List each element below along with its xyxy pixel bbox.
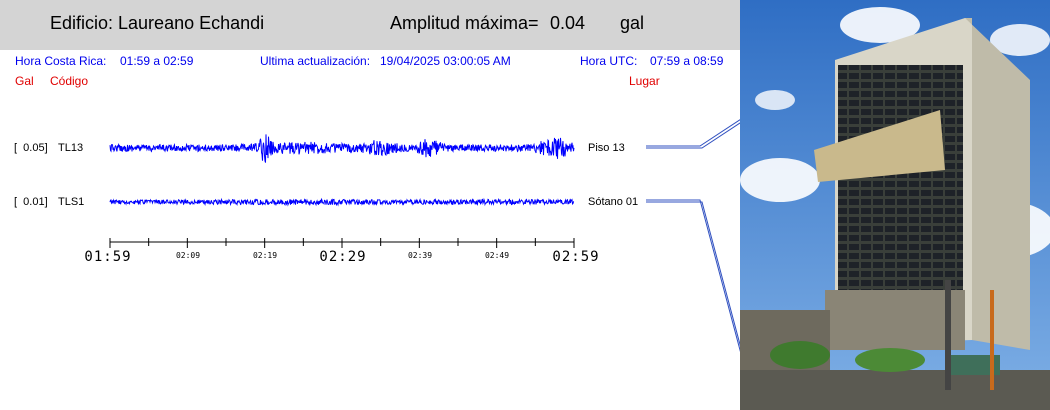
seismic-trace-tls1 xyxy=(109,197,575,207)
time-tick-label: 02:09 xyxy=(175,251,201,260)
channel-code: TLS1 xyxy=(58,196,85,208)
utc-time-label: Hora UTC: xyxy=(580,54,638,68)
place-column-header: Lugar xyxy=(629,74,660,88)
channel-place: Piso 13 xyxy=(588,142,625,154)
time-tick-label: 02:19 xyxy=(252,251,278,260)
time-tick-label: 01:59 xyxy=(84,249,132,265)
utc-time-range: 07:59 a 08:59 xyxy=(650,54,724,68)
building-title: Edificio: Laureano Echandi xyxy=(50,13,265,33)
channel-gal-value: [ 0.05] xyxy=(14,142,48,154)
amplitude-value: 0.04 xyxy=(550,13,586,33)
building-photo xyxy=(740,0,1050,410)
local-time-range: 01:59 a 02:59 xyxy=(120,54,194,68)
time-tick-label: 02:29 xyxy=(319,249,367,265)
amplitude-unit: gal xyxy=(620,13,645,33)
gal-column-header: Gal xyxy=(15,74,34,88)
channel-code: TL13 xyxy=(58,142,84,154)
local-time-label: Hora Costa Rica: xyxy=(15,54,107,68)
amplitude-label: Amplitud máxima= xyxy=(390,13,539,33)
channel-gal-value: [ 0.01] xyxy=(14,196,48,208)
time-tick-label: 02:39 xyxy=(407,251,433,260)
code-column-header: Código xyxy=(50,74,89,88)
seismic-trace-tl13 xyxy=(109,134,575,163)
time-tick-label: 02:59 xyxy=(552,249,600,265)
last-update-value: 19/04/2025 03:00:05 AM xyxy=(380,54,511,68)
leader-line-basement xyxy=(646,201,740,347)
seismogram-plot xyxy=(109,119,740,352)
last-update-label: Ultima actualización: xyxy=(260,54,371,68)
leader-line-floor13 xyxy=(646,122,740,149)
channel-place: Sótano 01 xyxy=(588,196,639,208)
header-bar xyxy=(0,0,740,50)
leader-line-basement xyxy=(646,199,740,352)
time-axis-ticks xyxy=(109,238,575,248)
time-tick-label: 02:49 xyxy=(484,251,510,260)
leader-line-floor13 xyxy=(646,119,740,147)
